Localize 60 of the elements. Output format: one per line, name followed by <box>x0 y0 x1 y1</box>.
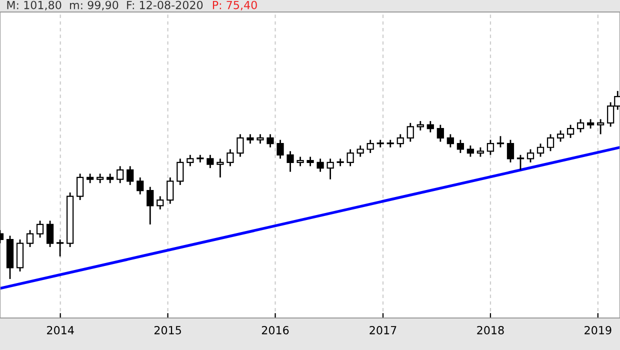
candlestick <box>106 173 114 184</box>
candlestick <box>426 120 434 134</box>
candlestick <box>396 134 404 148</box>
text: P: 75,40 <box>212 0 257 10</box>
candlestick <box>306 156 314 167</box>
x-tick-label: 2017 <box>370 326 396 334</box>
candlestick <box>366 139 374 154</box>
candlestick <box>256 134 264 144</box>
candlestick <box>597 118 604 135</box>
candlestick <box>86 173 94 184</box>
candlestick <box>236 134 244 158</box>
candlestick <box>516 154 524 171</box>
candlestick <box>46 220 54 248</box>
candlestick <box>506 139 514 164</box>
candlestick <box>276 139 284 160</box>
candlestick <box>446 134 454 148</box>
candlestick <box>136 176 144 196</box>
candlestick <box>566 124 574 139</box>
candlestick <box>206 154 214 169</box>
candlestick <box>326 158 334 180</box>
candlestick <box>36 220 44 238</box>
candlestick <box>356 144 364 158</box>
x-tick-label: 2014 <box>47 326 74 334</box>
x-tick-label: 2019 <box>584 326 612 334</box>
candlestick <box>116 165 124 184</box>
candlestick <box>476 146 484 158</box>
candlestick <box>296 156 304 167</box>
candlestick <box>587 118 594 130</box>
candlestick <box>576 118 584 134</box>
candlestick <box>146 186 154 226</box>
candlestick <box>406 122 414 142</box>
text: M: 101,80 m: 99,90 F: 12-08-2020 <box>7 0 203 10</box>
candlestick <box>176 158 184 186</box>
candlestick <box>56 238 64 258</box>
candlestick <box>126 165 134 186</box>
candlestick <box>456 139 464 154</box>
x-tick-label: 2016 <box>262 326 289 334</box>
x-tick-label: 2015 <box>154 326 181 334</box>
candlestick <box>166 176 174 204</box>
candlestick <box>496 135 504 148</box>
candlestick <box>96 173 104 184</box>
candlestick <box>486 139 494 156</box>
candlestick <box>436 124 444 142</box>
candlestick <box>246 134 254 144</box>
candlestick <box>466 144 474 158</box>
candlestick <box>556 130 564 142</box>
candlestick <box>156 196 164 210</box>
candlestick <box>536 142 544 158</box>
candlestick <box>266 134 274 148</box>
candlestick <box>286 150 294 173</box>
candlestick <box>226 148 234 167</box>
candlestick <box>316 158 324 173</box>
candlestick <box>216 158 224 178</box>
x-tick-label: 2018 <box>477 326 504 334</box>
candlestick <box>546 134 554 152</box>
candlestick <box>346 148 354 167</box>
candlestick <box>186 154 194 167</box>
candlestick <box>76 173 84 201</box>
candlestick <box>26 229 34 248</box>
candlestick <box>526 148 534 164</box>
